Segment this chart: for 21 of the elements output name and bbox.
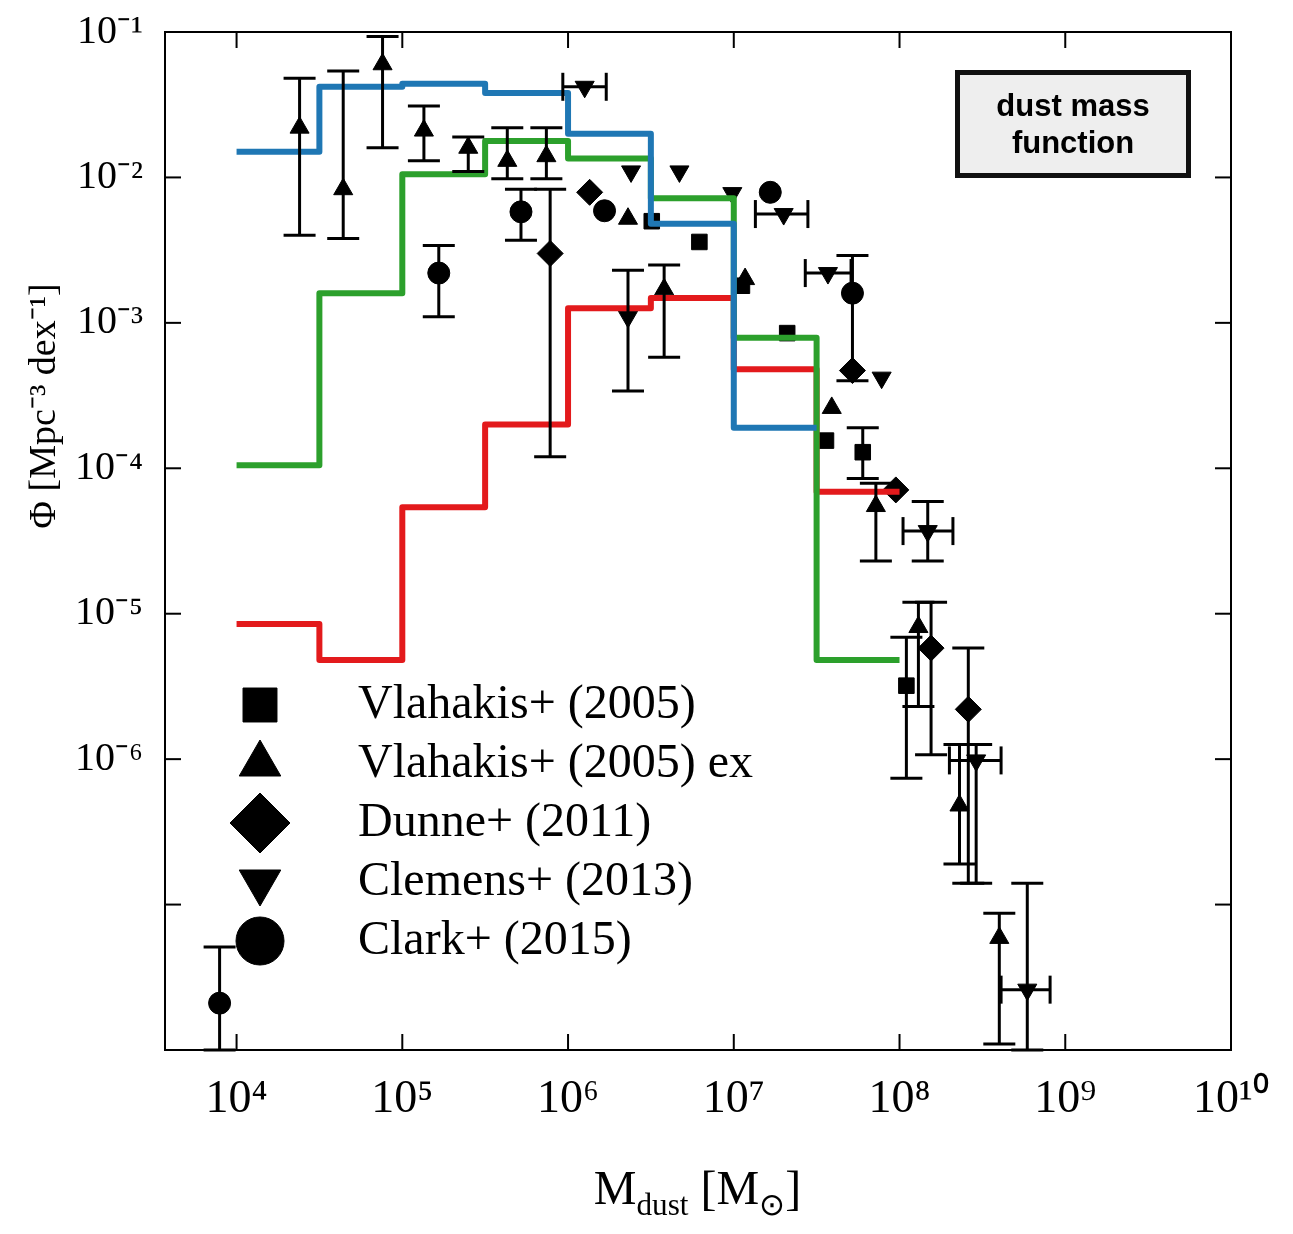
- x-tick-label: 10⁸: [868, 1070, 931, 1122]
- legend-label: Vlahakis+ (2005) ex: [358, 733, 753, 788]
- y-tick-label: 10⁻⁵: [75, 588, 143, 634]
- legend-label: Clark+ (2015): [358, 910, 632, 965]
- legend-label: Vlahakis+ (2005): [358, 674, 696, 729]
- x-axis-title: M$_{dust}$ [M$_{⊙}$]: [592, 1160, 803, 1223]
- y-tick-label: 10⁻¹: [77, 6, 143, 52]
- y-tick-label: 10⁻²: [77, 151, 143, 197]
- y-tick-label: 10⁻⁶: [75, 733, 143, 779]
- legend-label: Dunne+ (2011): [358, 792, 652, 847]
- x-tick-label: 10⁵: [371, 1070, 434, 1122]
- y-tick-label: 10⁻³: [77, 297, 143, 343]
- x-tick-label: 10⁷: [702, 1070, 765, 1122]
- x-tick-label: 10⁴: [205, 1070, 268, 1122]
- y-axis-title: Φ [Mpc⁻³ dex⁻¹]: [20, 282, 64, 531]
- x-tick-label: 10⁶: [537, 1070, 600, 1122]
- x-tick-label: 10¹⁰: [1193, 1070, 1269, 1122]
- y-tick-label: 10⁻⁴: [75, 442, 143, 488]
- x-tick-label: 10⁹: [1034, 1070, 1097, 1122]
- annotation: dust mass function: [955, 70, 1191, 178]
- legend-label: Clemens+ (2013): [358, 851, 694, 906]
